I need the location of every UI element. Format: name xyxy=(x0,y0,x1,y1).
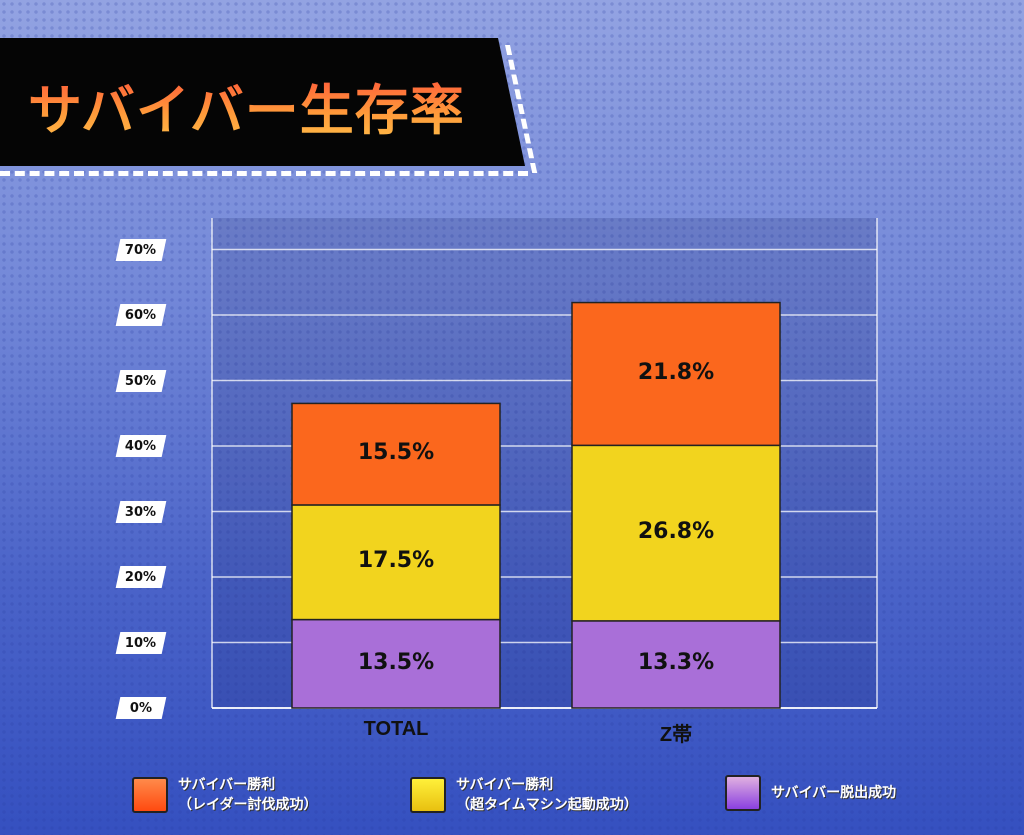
y-tick-label: 0% xyxy=(115,697,167,719)
legend-label: サバイバー脱出成功 xyxy=(771,785,897,801)
legend-swatch xyxy=(725,775,761,811)
x-tick-label: Z帯 xyxy=(659,724,693,746)
legend-sublabel: （レイダー討伐成功） xyxy=(178,797,318,813)
legend-item-raider: サバイバー勝利 （レイダー討伐成功） xyxy=(132,775,317,815)
y-tick-text: 30% xyxy=(125,504,157,519)
legend-swatch xyxy=(410,777,446,813)
y-tick-label: 60% xyxy=(115,304,167,326)
data-label: 13.5% xyxy=(357,649,435,675)
y-tick-text: 50% xyxy=(125,373,157,388)
dashed-divider xyxy=(0,171,528,176)
data-label: 26.8% xyxy=(637,519,715,545)
bar-segment xyxy=(291,504,501,621)
y-tick-label: 50% xyxy=(115,369,167,392)
x-tick-label: TOTAL xyxy=(363,718,429,740)
page-title: サバイバー生存率 xyxy=(28,66,465,145)
y-tick-text: 40% xyxy=(125,438,157,454)
data-label: 13.3% xyxy=(637,650,715,676)
y-tick-label: 40% xyxy=(115,435,167,457)
legend-item-timemachine: サバイバー勝利 （超タイムマシン起動成功） xyxy=(410,775,638,815)
y-tick-label: 30% xyxy=(115,500,167,523)
data-label: 21.8% xyxy=(637,359,715,385)
legend-sublabel: （超タイムマシン起動成功） xyxy=(456,797,638,813)
data-label: 15.5% xyxy=(357,440,435,466)
legend-swatch xyxy=(132,777,168,813)
y-tick-text: 70% xyxy=(125,242,157,257)
bar-segment xyxy=(291,402,501,506)
data-label: 17.5% xyxy=(357,548,435,574)
y-tick-label: 20% xyxy=(115,566,167,588)
bar-segment xyxy=(571,301,781,447)
y-tick-text: 60% xyxy=(125,307,157,323)
legend-label: サバイバー勝利 xyxy=(178,777,276,793)
title-banner xyxy=(0,38,525,166)
y-tick-text: 10% xyxy=(125,635,157,650)
legend-item-escape: サバイバー脱出成功 xyxy=(725,775,896,811)
bar-segment xyxy=(571,444,781,622)
bar-segment xyxy=(571,620,781,709)
y-tick-label: 10% xyxy=(115,631,167,654)
y-tick-label: 70% xyxy=(115,238,167,261)
legend-label: サバイバー勝利 xyxy=(456,777,554,793)
bar-segment xyxy=(291,618,501,709)
y-tick-text: 0% xyxy=(129,700,153,716)
y-tick-text: 20% xyxy=(125,569,157,585)
